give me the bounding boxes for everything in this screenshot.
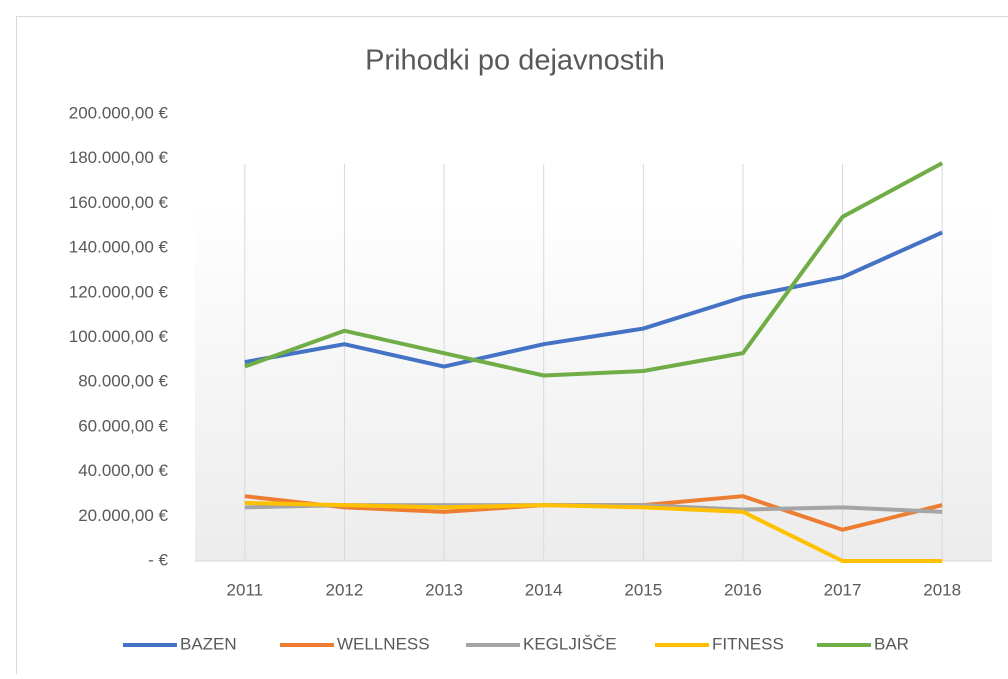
x-tick-label: 2014 xyxy=(525,580,563,599)
y-tick-label: 180.000,00 € xyxy=(69,148,169,167)
legend-label: BAR xyxy=(874,634,909,653)
y-tick-label: 100.000,00 € xyxy=(69,327,169,346)
x-tick-label: 2011 xyxy=(227,580,264,599)
y-tick-label: 160.000,00 € xyxy=(69,193,169,212)
x-tick-label: 2013 xyxy=(425,580,463,599)
x-tick-label: 2018 xyxy=(923,580,961,599)
y-tick-label: 120.000,00 € xyxy=(69,282,169,301)
chart-title: Prihodki po dejavnostih xyxy=(365,45,665,77)
y-tick-label: 40.000,00 € xyxy=(78,461,168,480)
x-tick-label: 2015 xyxy=(624,580,662,599)
y-tick-label: 20.000,00 € xyxy=(78,506,168,525)
legend-label: BAZEN xyxy=(180,634,237,653)
x-tick-label: 2016 xyxy=(724,580,762,599)
x-tick-label: 2017 xyxy=(824,580,862,599)
y-tick-label: 60.000,00 € xyxy=(78,416,168,435)
y-tick-label: - € xyxy=(148,550,168,569)
y-tick-label: 140.000,00 € xyxy=(69,238,169,257)
legend-label: FITNESS xyxy=(712,634,784,653)
y-tick-label: 200.000,00 € xyxy=(69,103,169,122)
y-tick-label: 80.000,00 € xyxy=(78,372,168,391)
x-tick-label: 2012 xyxy=(326,580,364,599)
legend-label: WELLNESS xyxy=(337,634,430,653)
legend-label: KEGLJIŠČE xyxy=(523,634,617,653)
